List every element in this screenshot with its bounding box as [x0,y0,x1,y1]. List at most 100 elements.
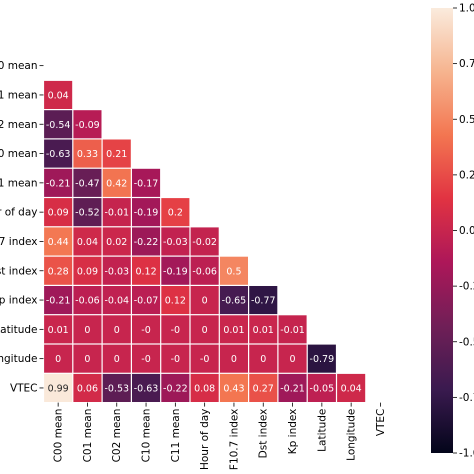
cell-value-label: 0.21 [106,149,127,160]
cell-value-label: 0 [290,354,296,365]
cell-value-label: 0.12 [135,266,156,277]
cell-value-label: 0 [55,354,61,365]
heatmap-cell [161,286,190,315]
cell-value-label: 0 [202,325,208,336]
heatmap-cell [73,256,102,285]
cell-value-label: 0.27 [253,383,274,394]
heatmap-cell [219,286,248,315]
x-tick-label: C01 mean [82,409,94,463]
cell-value-label: -0.02 [192,237,217,248]
cell-value-label: 0.09 [77,266,98,277]
x-tick-label: C10 mean [141,409,153,463]
x-axis-tick-labels: C00 mean C01 mean C02 mean C10 mean C11 mean… [53,402,387,470]
heatmap-cell [161,227,190,256]
heatmap-cell [44,256,73,285]
x-tick-label: Longitude [346,409,358,461]
heatmap-cell [73,373,102,402]
cell-value-label: -0 [171,354,180,365]
cell-value-label: -0.47 [75,178,100,189]
heatmap-cell [132,286,161,315]
heatmap-cell [190,373,219,402]
cell-value-label: 0 [84,354,90,365]
heatmap-cell [337,373,366,402]
heatmap-cell [102,256,131,285]
cell-value-label: 0.43 [223,383,244,394]
cell-value-label: 0.09 [48,208,69,219]
heatmap-cell [44,373,73,402]
cell-value-label: -0.65 [222,296,247,307]
cell-value-label: 0.01 [253,325,274,336]
y-tick-label: Hour of day [0,207,38,219]
y-tick-label: F10.7 index [0,236,38,248]
heatmap-cell [249,373,278,402]
heatmap-cell [102,198,131,227]
cell-value-label: 0.01 [48,325,69,336]
y-axis-tick-labels: C00 mean C01 mean C02 mean C10 mean C11 mean… [0,60,44,394]
cell-value-label: -0.06 [75,296,100,307]
heatmap-cell [132,256,161,285]
heatmap-cell [44,315,73,344]
y-tick-label: C02 mean [0,119,38,131]
cell-value-label: 0.08 [194,383,215,394]
heatmap-cell [73,110,102,139]
colorbar-tick-label: -0.75 [459,392,474,404]
heatmap-cell [102,227,131,256]
colorbar: 1.0 0.75 0.50 0.25 0.00 -0.25 -0.50 -0.75 -1.00 [431,3,474,460]
cell-value-label: 0.02 [106,237,127,248]
x-tick-label: C00 mean [53,409,65,463]
cell-value-label: 0 [202,296,208,307]
cell-value-label: 0.01 [223,325,244,336]
cell-value-label: -0 [141,354,150,365]
heatmap-cell [102,315,131,344]
heatmap-cell [219,256,248,285]
cell-value-label: -0.63 [134,383,159,394]
heatmap-cell [44,168,73,197]
heatmap-cell [44,80,73,109]
cell-value-label: -0.03 [163,237,188,248]
colorbar-gradient [431,8,453,453]
cell-value-label: 0 [114,354,120,365]
x-tick-label: Kp index [287,409,299,455]
heatmap-cell [278,373,307,402]
colorbar-tick-label: -1.00 [459,448,474,460]
cell-value-label: -0.05 [310,383,335,394]
heatmap-cell [102,286,131,315]
cell-value-label: 0.04 [77,237,98,248]
cell-value-label: -0.53 [104,383,129,394]
cell-value-label: 0.12 [165,296,186,307]
colorbar-tick-label: 0.25 [459,169,474,181]
heatmap-cell [249,315,278,344]
heatmap-cell [190,227,219,256]
heatmap-cell [161,198,190,227]
cell-value-label: -0.03 [104,266,129,277]
y-tick-label: Dst index [0,265,38,277]
y-tick-label: C10 mean [0,148,38,160]
heatmap-cell [44,227,73,256]
heatmap-cell [219,344,248,373]
heatmap-cell [102,344,131,373]
heatmap-cell [132,344,161,373]
heatmap-cell [132,315,161,344]
cell-value-label: -0.21 [46,296,71,307]
cell-value-label: 0 [84,325,90,336]
x-tick-label: Latitude [316,409,328,452]
heatmap-cell [190,344,219,373]
cell-value-label: 0.28 [48,266,69,277]
heatmap-cell [102,139,131,168]
y-tick-label: Latitude [0,324,38,336]
heatmap-cell [132,198,161,227]
cell-value-label: 0.33 [77,149,98,160]
x-tick-label: Hour of day [199,409,211,470]
x-tick-label: Dst index [258,409,270,459]
cell-value-label: 0.2 [168,208,183,219]
heatmap-cell [44,286,73,315]
heatmap-cell [161,256,190,285]
heatmap-cell [73,227,102,256]
cell-value-label: -0 [171,325,180,336]
cell-value-label: -0.21 [46,178,71,189]
cell-value-label: -0.19 [163,266,188,277]
heatmap-cell [307,344,336,373]
x-tick-label: C11 mean [170,409,182,463]
cell-value-label: -0.17 [134,178,159,189]
heatmap-cell [161,315,190,344]
